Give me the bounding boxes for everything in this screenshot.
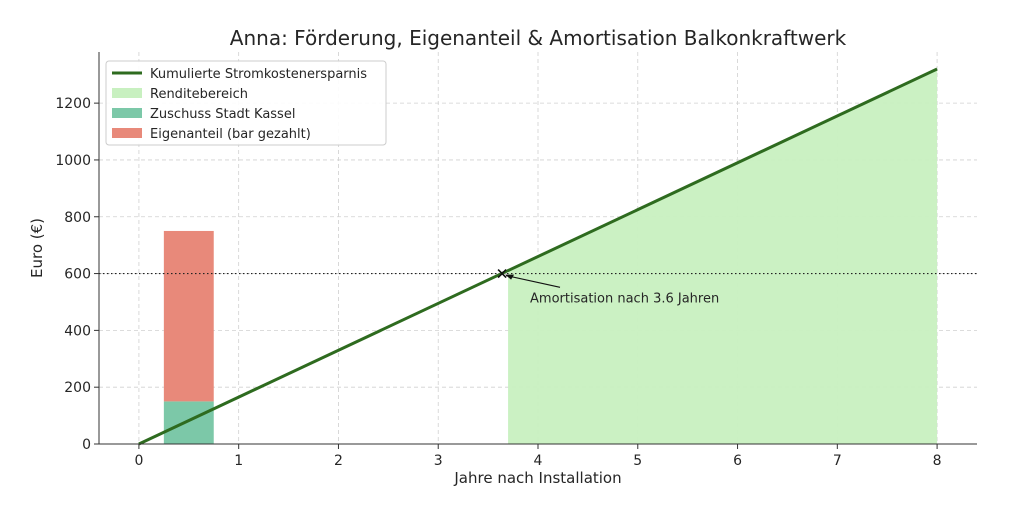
y-tick-label: 400 <box>64 323 91 339</box>
line-layer <box>99 67 977 446</box>
bar-layer <box>163 230 214 444</box>
bar-zuschuss <box>163 401 214 444</box>
x-tick-label: 3 <box>434 453 443 469</box>
series-line-savings <box>138 67 938 446</box>
x-tick-label: 6 <box>733 453 742 469</box>
legend-swatch <box>112 108 142 118</box>
bar-eigenanteil <box>163 230 214 402</box>
y-axis-label: Euro (€) <box>28 218 46 278</box>
amortisation-marker <box>497 268 507 279</box>
x-axis-label: Jahre nach Installation <box>453 469 621 487</box>
chart-title: Anna: Förderung, Eigenanteil & Amortisat… <box>230 26 847 50</box>
legend-box <box>105 60 387 146</box>
x-tick-label: 1 <box>234 453 243 469</box>
y-tick-label: 200 <box>64 380 91 396</box>
legend-swatch <box>112 128 142 138</box>
area-layer <box>508 69 938 444</box>
annotation-arrow <box>505 275 561 288</box>
y-tick-label: 600 <box>64 267 91 283</box>
legend: Kumulierte Stromkostenersparnis Renditebe… <box>105 60 387 146</box>
legend-label: Zuschuss Stadt Kassel <box>150 107 295 122</box>
area-renditebereich <box>508 69 938 444</box>
x-tick-label: 4 <box>534 453 543 469</box>
y-tick-label: 1000 <box>55 153 91 169</box>
x-tick-label: 0 <box>134 453 143 469</box>
legend-label: Eigenanteil (bar gezahlt) <box>150 127 311 142</box>
x-tick-label: 8 <box>933 453 942 469</box>
x-tick-label: 5 <box>633 453 642 469</box>
legend-label: Renditebereich <box>150 87 248 102</box>
x-tick-label: 2 <box>334 453 343 469</box>
y-tick-label: 1200 <box>55 96 91 112</box>
x-tick-label: 7 <box>833 453 842 469</box>
y-tick-label: 0 <box>82 437 91 453</box>
legend-label: Kumulierte Stromkostenersparnis <box>150 67 367 82</box>
annotation-arrowhead <box>505 274 515 280</box>
annotation-layer: Amortisation nach 3.6 Jahren <box>497 268 719 306</box>
legend-swatch <box>112 88 142 98</box>
y-tick-label: 800 <box>64 210 91 226</box>
tick-labels: 0 1 2 3 4 5 6 7 8 0 200 400 600 800 1000 1200 <box>55 96 941 469</box>
annotation-text: Amortisation nach 3.6 Jahren <box>530 291 719 306</box>
